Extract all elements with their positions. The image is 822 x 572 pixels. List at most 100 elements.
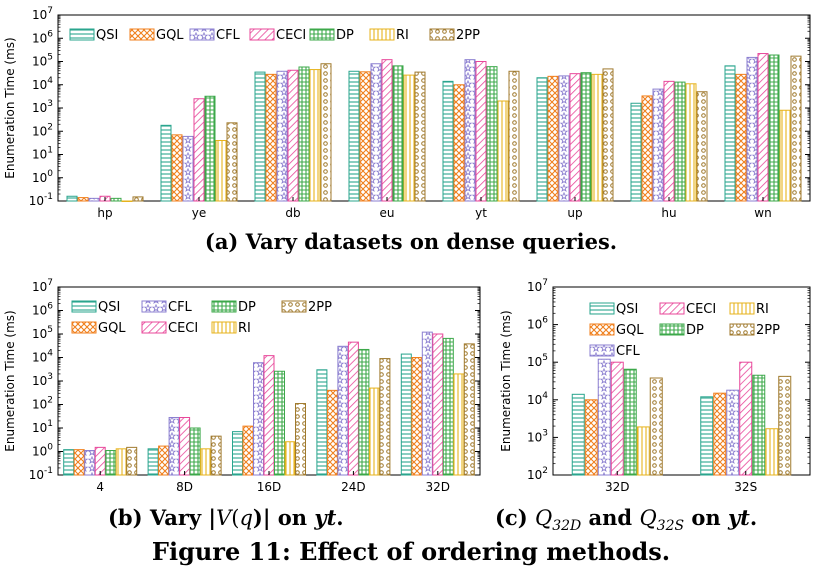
bar-ceci-db — [287, 69, 299, 202]
bar-dp-eu — [392, 65, 404, 202]
caption-c-part: and — [581, 505, 640, 530]
bar-ceci-4 — [94, 446, 106, 476]
bar-2pp-hu — [696, 91, 708, 202]
y-tick-label: 106 — [527, 316, 548, 332]
bar-cfl-eu — [370, 63, 382, 202]
bar-gql-32s — [713, 392, 727, 476]
legend-swatch-ceci — [249, 28, 275, 41]
bar-ceci-24d — [347, 341, 359, 476]
bar-ri-ye — [215, 140, 227, 202]
caption-b-part: . — [336, 505, 344, 530]
bar-qsi-db — [254, 71, 266, 202]
legend-label-cfl: CFL — [616, 344, 641, 359]
legend-label-ri: RI — [396, 28, 409, 43]
y-axis-label: Enumeration Time (ms) — [3, 37, 17, 178]
x-tick-label: 4 — [96, 480, 104, 494]
x-tick-label: hp — [97, 206, 112, 220]
legend-swatch-gql — [129, 28, 155, 41]
bar-gql-hp — [77, 197, 89, 202]
bar-gql-8d — [158, 445, 170, 476]
bar-dp-32d — [442, 337, 454, 476]
caption-c-part: on — [684, 505, 728, 530]
legend-swatch-qsi — [71, 300, 97, 313]
bar-qsi-hp — [66, 195, 78, 202]
bar-qsi-32d — [571, 393, 585, 476]
bar-qsi-32d — [400, 353, 412, 476]
bar-cfl-yt — [464, 59, 476, 202]
y-tick-label: 107 — [527, 278, 548, 294]
y-tick-label: 104 — [527, 391, 548, 407]
bar-2pp-24d — [379, 358, 391, 476]
bar-gql-hu — [641, 95, 653, 202]
bar-2pp-32d — [649, 377, 663, 476]
bar-qsi-32s — [700, 396, 714, 476]
bar-gql-16d — [242, 425, 254, 476]
chart-panel-c: 102 103 104 105 106 107 Enumeration Time (ms) 3… — [499, 278, 811, 494]
x-tick-label: db — [285, 206, 300, 220]
y-tick-label: 10-1 — [29, 192, 53, 208]
bar-ri-32d — [636, 426, 650, 476]
bar-ceci-hu — [663, 80, 675, 202]
legend-swatch-cfl — [589, 344, 615, 357]
bar-dp-db — [298, 66, 310, 202]
bar-ceci-wn — [757, 53, 769, 202]
caption-c-part: . — [749, 505, 758, 530]
bar-gql-32d — [584, 399, 598, 476]
bar-qsi-16d — [232, 431, 243, 476]
legend-label-gql: GQL — [616, 323, 644, 338]
caption-b-part: yt — [314, 505, 337, 530]
y-axis-label: Enumeration Time (ms) — [499, 310, 513, 451]
legend-label-qsi: QSI — [98, 300, 120, 315]
legend-swatch-dp — [659, 323, 685, 336]
x-tick-label: 32D — [426, 480, 451, 494]
x-tick-label: ye — [192, 206, 206, 220]
caption-c-part: yt — [727, 505, 750, 530]
bar-cfl-db — [276, 70, 288, 202]
legend-label-dp: DP — [238, 300, 256, 315]
bar-ceci-up — [569, 73, 581, 202]
legend-swatch-dp — [309, 28, 335, 41]
y-tick-label: 103 — [32, 99, 53, 115]
x-tick-label: 32D — [605, 480, 630, 494]
bar-dp-16d — [274, 370, 285, 476]
caption-b-part: ( — [231, 506, 240, 530]
bar-2pp-yt — [508, 70, 520, 202]
bar-ceci-8d — [179, 416, 191, 476]
legend-label-qsi: QSI — [96, 28, 118, 43]
bar-ri-eu — [403, 74, 415, 202]
chart-panel-a: 10-1 100 101 102 103 104 105 106 107 Enumeration … — [3, 6, 811, 220]
legend-label-qsi: QSI — [616, 302, 638, 317]
bar-gql-wn — [735, 73, 747, 202]
bar-ceci-ye — [193, 98, 205, 202]
y-tick-label: 106 — [32, 302, 53, 318]
bar-ceci-32s — [739, 361, 753, 476]
bar-dp-yt — [486, 66, 498, 202]
y-tick-label: 102 — [527, 466, 548, 482]
y-tick-label: 105 — [527, 353, 548, 369]
legend-swatch-2pp — [729, 323, 755, 336]
bar-qsi-4 — [63, 449, 75, 476]
bar-qsi-hu — [630, 102, 642, 202]
y-tick-label: 102 — [32, 396, 53, 412]
y-tick-label: 104 — [32, 349, 53, 365]
x-tick-label: 16D — [257, 480, 282, 494]
y-tick-label: 101 — [32, 146, 53, 162]
legend-label-ceci: CECI — [686, 302, 716, 317]
legend-label-ceci: CECI — [168, 321, 198, 336]
bar-qsi-wn — [724, 65, 736, 202]
bar-2pp-ye — [226, 122, 238, 202]
caption-a: (a) Vary datasets on dense queries. — [204, 229, 618, 254]
y-tick-label: 106 — [32, 29, 53, 45]
caption-b-part: )| on — [252, 505, 315, 530]
bar-ri-8d — [200, 448, 212, 476]
bar-cfl-up — [558, 75, 570, 202]
caption-c-part: 32D — [552, 518, 582, 535]
bar-2pp-eu — [414, 71, 426, 202]
y-tick-label: 100 — [32, 169, 53, 185]
caption-c-part: Q — [639, 506, 657, 530]
bar-cfl-ye — [182, 135, 194, 202]
bar-ri-wn — [779, 109, 791, 202]
bar-ri-up — [591, 73, 603, 202]
bar-ri-db — [309, 69, 321, 202]
